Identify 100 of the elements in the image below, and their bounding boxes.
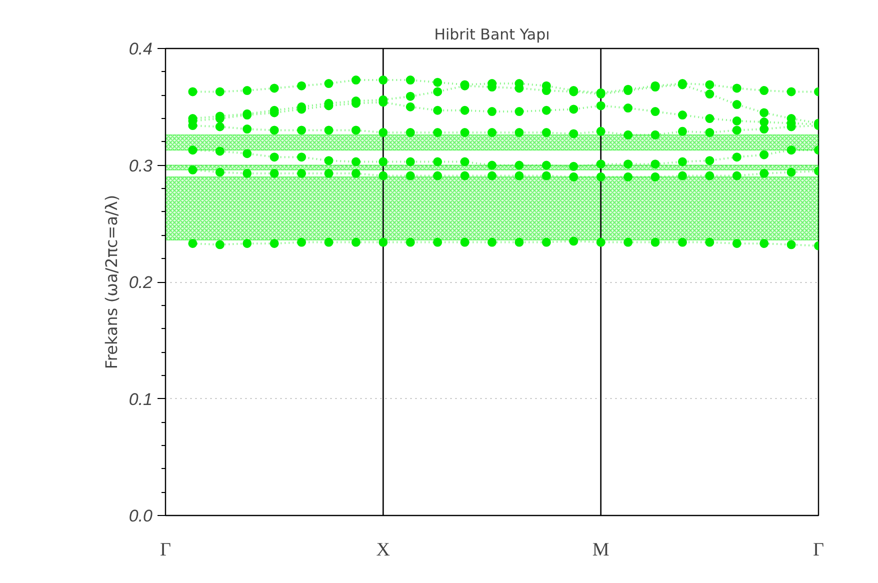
point	[760, 238, 769, 248]
point	[514, 160, 524, 170]
point	[324, 168, 334, 178]
y-tick-label: 0.4	[128, 40, 153, 58]
point	[297, 126, 306, 135]
y-tick-label: 0.0	[128, 506, 154, 526]
x-tick-label: Γ	[813, 540, 824, 560]
point	[351, 126, 360, 135]
point	[678, 238, 687, 247]
point	[188, 165, 198, 174]
point	[705, 80, 714, 90]
point	[188, 87, 198, 96]
point	[760, 168, 769, 178]
point	[650, 172, 660, 182]
point	[406, 76, 415, 85]
point	[433, 128, 442, 138]
point	[705, 128, 714, 138]
point	[324, 126, 334, 135]
point	[514, 128, 524, 138]
point	[188, 238, 198, 248]
point	[297, 238, 306, 247]
point	[488, 128, 496, 138]
point	[188, 146, 198, 155]
point	[351, 76, 360, 85]
point	[378, 128, 388, 138]
point	[650, 107, 660, 116]
point	[242, 168, 252, 178]
point	[678, 171, 687, 180]
point	[488, 107, 496, 116]
point	[351, 157, 360, 166]
point	[705, 90, 714, 99]
point	[624, 104, 633, 113]
point	[297, 152, 306, 162]
point	[351, 168, 360, 178]
point	[406, 238, 415, 247]
point	[460, 128, 470, 138]
y-tick-label: 0.1	[128, 390, 153, 409]
point	[433, 78, 442, 87]
point	[786, 240, 796, 250]
point	[705, 171, 714, 180]
point	[786, 146, 796, 155]
point	[215, 122, 224, 132]
point	[569, 236, 578, 246]
point	[215, 240, 224, 250]
point	[270, 84, 279, 93]
point	[378, 157, 388, 166]
point	[569, 172, 578, 182]
point	[215, 168, 224, 177]
point	[460, 238, 470, 247]
point	[433, 238, 442, 247]
point	[624, 238, 633, 247]
y-tick-label: 0.2	[128, 273, 154, 292]
point	[732, 100, 742, 110]
point	[542, 128, 551, 138]
point	[596, 101, 606, 110]
point	[542, 160, 551, 170]
point	[760, 118, 769, 127]
point	[324, 156, 334, 166]
point	[324, 79, 334, 88]
point	[351, 238, 360, 247]
point	[542, 171, 551, 180]
point	[678, 157, 687, 166]
point	[406, 157, 415, 166]
point	[270, 126, 279, 135]
point	[596, 126, 606, 136]
point	[378, 171, 388, 180]
point	[678, 126, 687, 136]
point	[650, 130, 660, 140]
point	[705, 238, 714, 247]
point	[732, 171, 742, 180]
point	[242, 238, 252, 248]
point	[786, 87, 796, 96]
point	[732, 126, 742, 135]
point	[624, 130, 633, 140]
point	[460, 157, 470, 166]
point	[786, 168, 796, 177]
point	[433, 106, 442, 115]
point	[406, 92, 415, 101]
point	[596, 238, 606, 247]
point	[542, 106, 551, 115]
point	[406, 171, 415, 180]
point	[650, 238, 660, 247]
point	[624, 172, 633, 182]
point	[242, 149, 252, 158]
x-tick-label: M	[592, 540, 610, 560]
point	[760, 150, 769, 160]
point	[650, 160, 660, 169]
point	[732, 116, 742, 126]
point	[324, 238, 334, 247]
y-axis-title: Frekans (ωa/2πc=a/λ)	[102, 194, 121, 370]
point	[488, 160, 496, 170]
point	[297, 168, 306, 178]
point	[596, 172, 606, 182]
point	[624, 160, 633, 169]
chart-title: Hibrit Bant Yapı	[434, 26, 550, 44]
point	[705, 156, 714, 166]
point	[297, 81, 306, 90]
point	[732, 238, 742, 248]
point	[270, 238, 279, 248]
point	[460, 106, 470, 115]
